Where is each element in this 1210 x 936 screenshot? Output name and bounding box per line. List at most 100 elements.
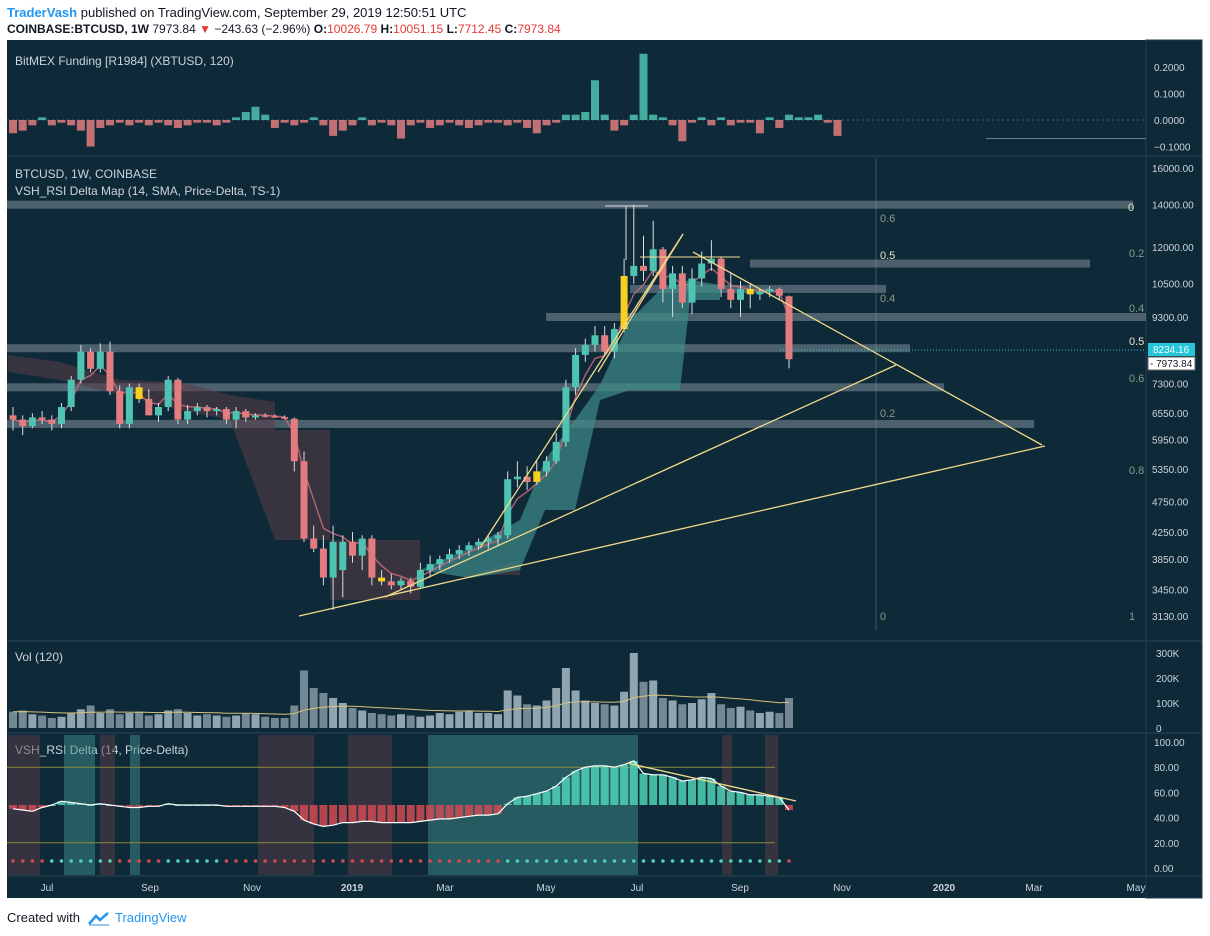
rsi-delta-bar xyxy=(241,805,250,807)
rsi-signal-dot xyxy=(263,859,268,863)
funding-bar xyxy=(67,120,76,126)
candle-body xyxy=(678,273,686,303)
rsi-signal-dot xyxy=(641,859,646,863)
volume-ma-line xyxy=(12,694,790,715)
funding-bar xyxy=(241,112,250,120)
volume-bar xyxy=(620,691,629,728)
symbol-label: COINBASE:BTCUSD, 1W xyxy=(7,22,150,36)
rsi-signal-dot xyxy=(777,859,782,863)
candle-body xyxy=(746,288,754,295)
price-label-box-close xyxy=(1147,356,1196,371)
candle-body xyxy=(552,441,560,462)
candle-body xyxy=(184,411,192,420)
volume-bar xyxy=(426,715,435,728)
footer: Created with TradingView xyxy=(7,910,187,926)
funding-bar xyxy=(668,120,677,126)
fib-level-label: 0 xyxy=(880,611,886,623)
funding-bar xyxy=(523,120,532,128)
price-tick-label: 5350.00 xyxy=(1152,465,1189,476)
author-name[interactable]: TraderVash xyxy=(7,5,78,20)
funding-bar xyxy=(571,114,580,120)
candle-body xyxy=(494,535,502,539)
funding-bar xyxy=(309,117,318,120)
candle-body xyxy=(174,379,182,420)
volume-bar xyxy=(280,718,289,728)
rsi-delta-bar xyxy=(746,794,755,805)
rsi-signal-dot xyxy=(292,859,297,863)
down-arrow-icon: ▼ xyxy=(199,22,211,36)
support-resistance-zone xyxy=(7,344,910,353)
rsi-line xyxy=(12,760,790,828)
candle-body xyxy=(533,471,541,482)
rsi-delta-bar xyxy=(571,770,580,805)
published-text: published on TradingView.com, September … xyxy=(80,5,467,20)
rsi-delta-bar xyxy=(18,805,27,811)
candle-body xyxy=(319,548,327,578)
tradingview-brand[interactable]: TradingView xyxy=(115,910,187,925)
rsi-signal-dot xyxy=(331,859,335,863)
volume-bar xyxy=(775,713,784,728)
price-tick-label: 4750.00 xyxy=(1152,497,1189,508)
volume-bar xyxy=(639,681,648,728)
fib-level-label: 0.8 xyxy=(1129,465,1144,477)
open-label: O: xyxy=(313,22,328,36)
candle-body xyxy=(87,351,95,369)
funding-bar xyxy=(649,114,658,120)
rsi-delta-bar xyxy=(474,805,483,816)
volume-bar xyxy=(367,713,376,728)
trend-line xyxy=(479,233,684,549)
rsi-signal-dot xyxy=(544,859,549,863)
candle-body xyxy=(737,288,744,300)
candle-body xyxy=(407,580,415,587)
funding-bar xyxy=(222,120,231,123)
volume-bar xyxy=(86,705,95,728)
time-axis-label: Mar xyxy=(436,883,454,894)
funding-bar xyxy=(746,120,755,123)
rsi-signal-dot xyxy=(554,859,558,863)
rsi-delta-bar xyxy=(620,764,629,805)
rsi-delta-bar xyxy=(319,805,328,827)
volume-bar xyxy=(397,714,405,728)
rsi-signal-dot xyxy=(438,859,442,863)
candle-body xyxy=(38,417,46,420)
rsi-delta-bar xyxy=(125,805,134,808)
funding-tick-label: 0.0000 xyxy=(1154,116,1185,127)
price-tick-label: 3130.00 xyxy=(1152,612,1189,623)
funding-bar xyxy=(319,120,328,126)
volume-bar xyxy=(445,714,454,728)
candle-body xyxy=(446,554,453,560)
candle-body xyxy=(222,409,230,420)
candle-body xyxy=(145,398,153,416)
rsi-delta-bar xyxy=(494,805,502,814)
support-resistance-zone xyxy=(7,419,1034,428)
high-value: 10051.15 xyxy=(393,22,444,36)
fib-level-label: 0.6 xyxy=(880,213,895,225)
rsi-signal-dot xyxy=(593,859,597,863)
time-axis-label: Jul xyxy=(631,883,644,894)
candle-body xyxy=(397,580,405,586)
price-tick-label: 14000.00 xyxy=(1152,201,1194,212)
volume-bar xyxy=(542,700,551,728)
volume-bar xyxy=(503,690,512,728)
volume-bar xyxy=(532,705,541,728)
candle-body xyxy=(58,407,65,424)
rsi-signal-dot xyxy=(428,859,432,863)
funding-bar xyxy=(581,112,590,120)
rsi-signal-dot xyxy=(709,859,714,863)
volume-bar xyxy=(464,710,473,728)
volume-bar xyxy=(193,715,202,728)
funding-bar xyxy=(232,117,241,120)
candle-body xyxy=(504,479,512,536)
candle-body xyxy=(213,409,221,412)
publish-header: TraderVash published on TradingView.com,… xyxy=(7,5,466,20)
funding-bar xyxy=(348,120,357,126)
volume-bar xyxy=(241,713,250,728)
rsi-signal-dot xyxy=(273,859,277,863)
rsi-delta-bar xyxy=(697,777,706,805)
price-title: BTCUSD, 1W, COINBASE xyxy=(15,167,157,181)
funding-bar xyxy=(707,120,716,126)
candle-body xyxy=(601,335,609,352)
rsi-signal-dot xyxy=(195,859,200,863)
volume-bar xyxy=(319,693,328,728)
